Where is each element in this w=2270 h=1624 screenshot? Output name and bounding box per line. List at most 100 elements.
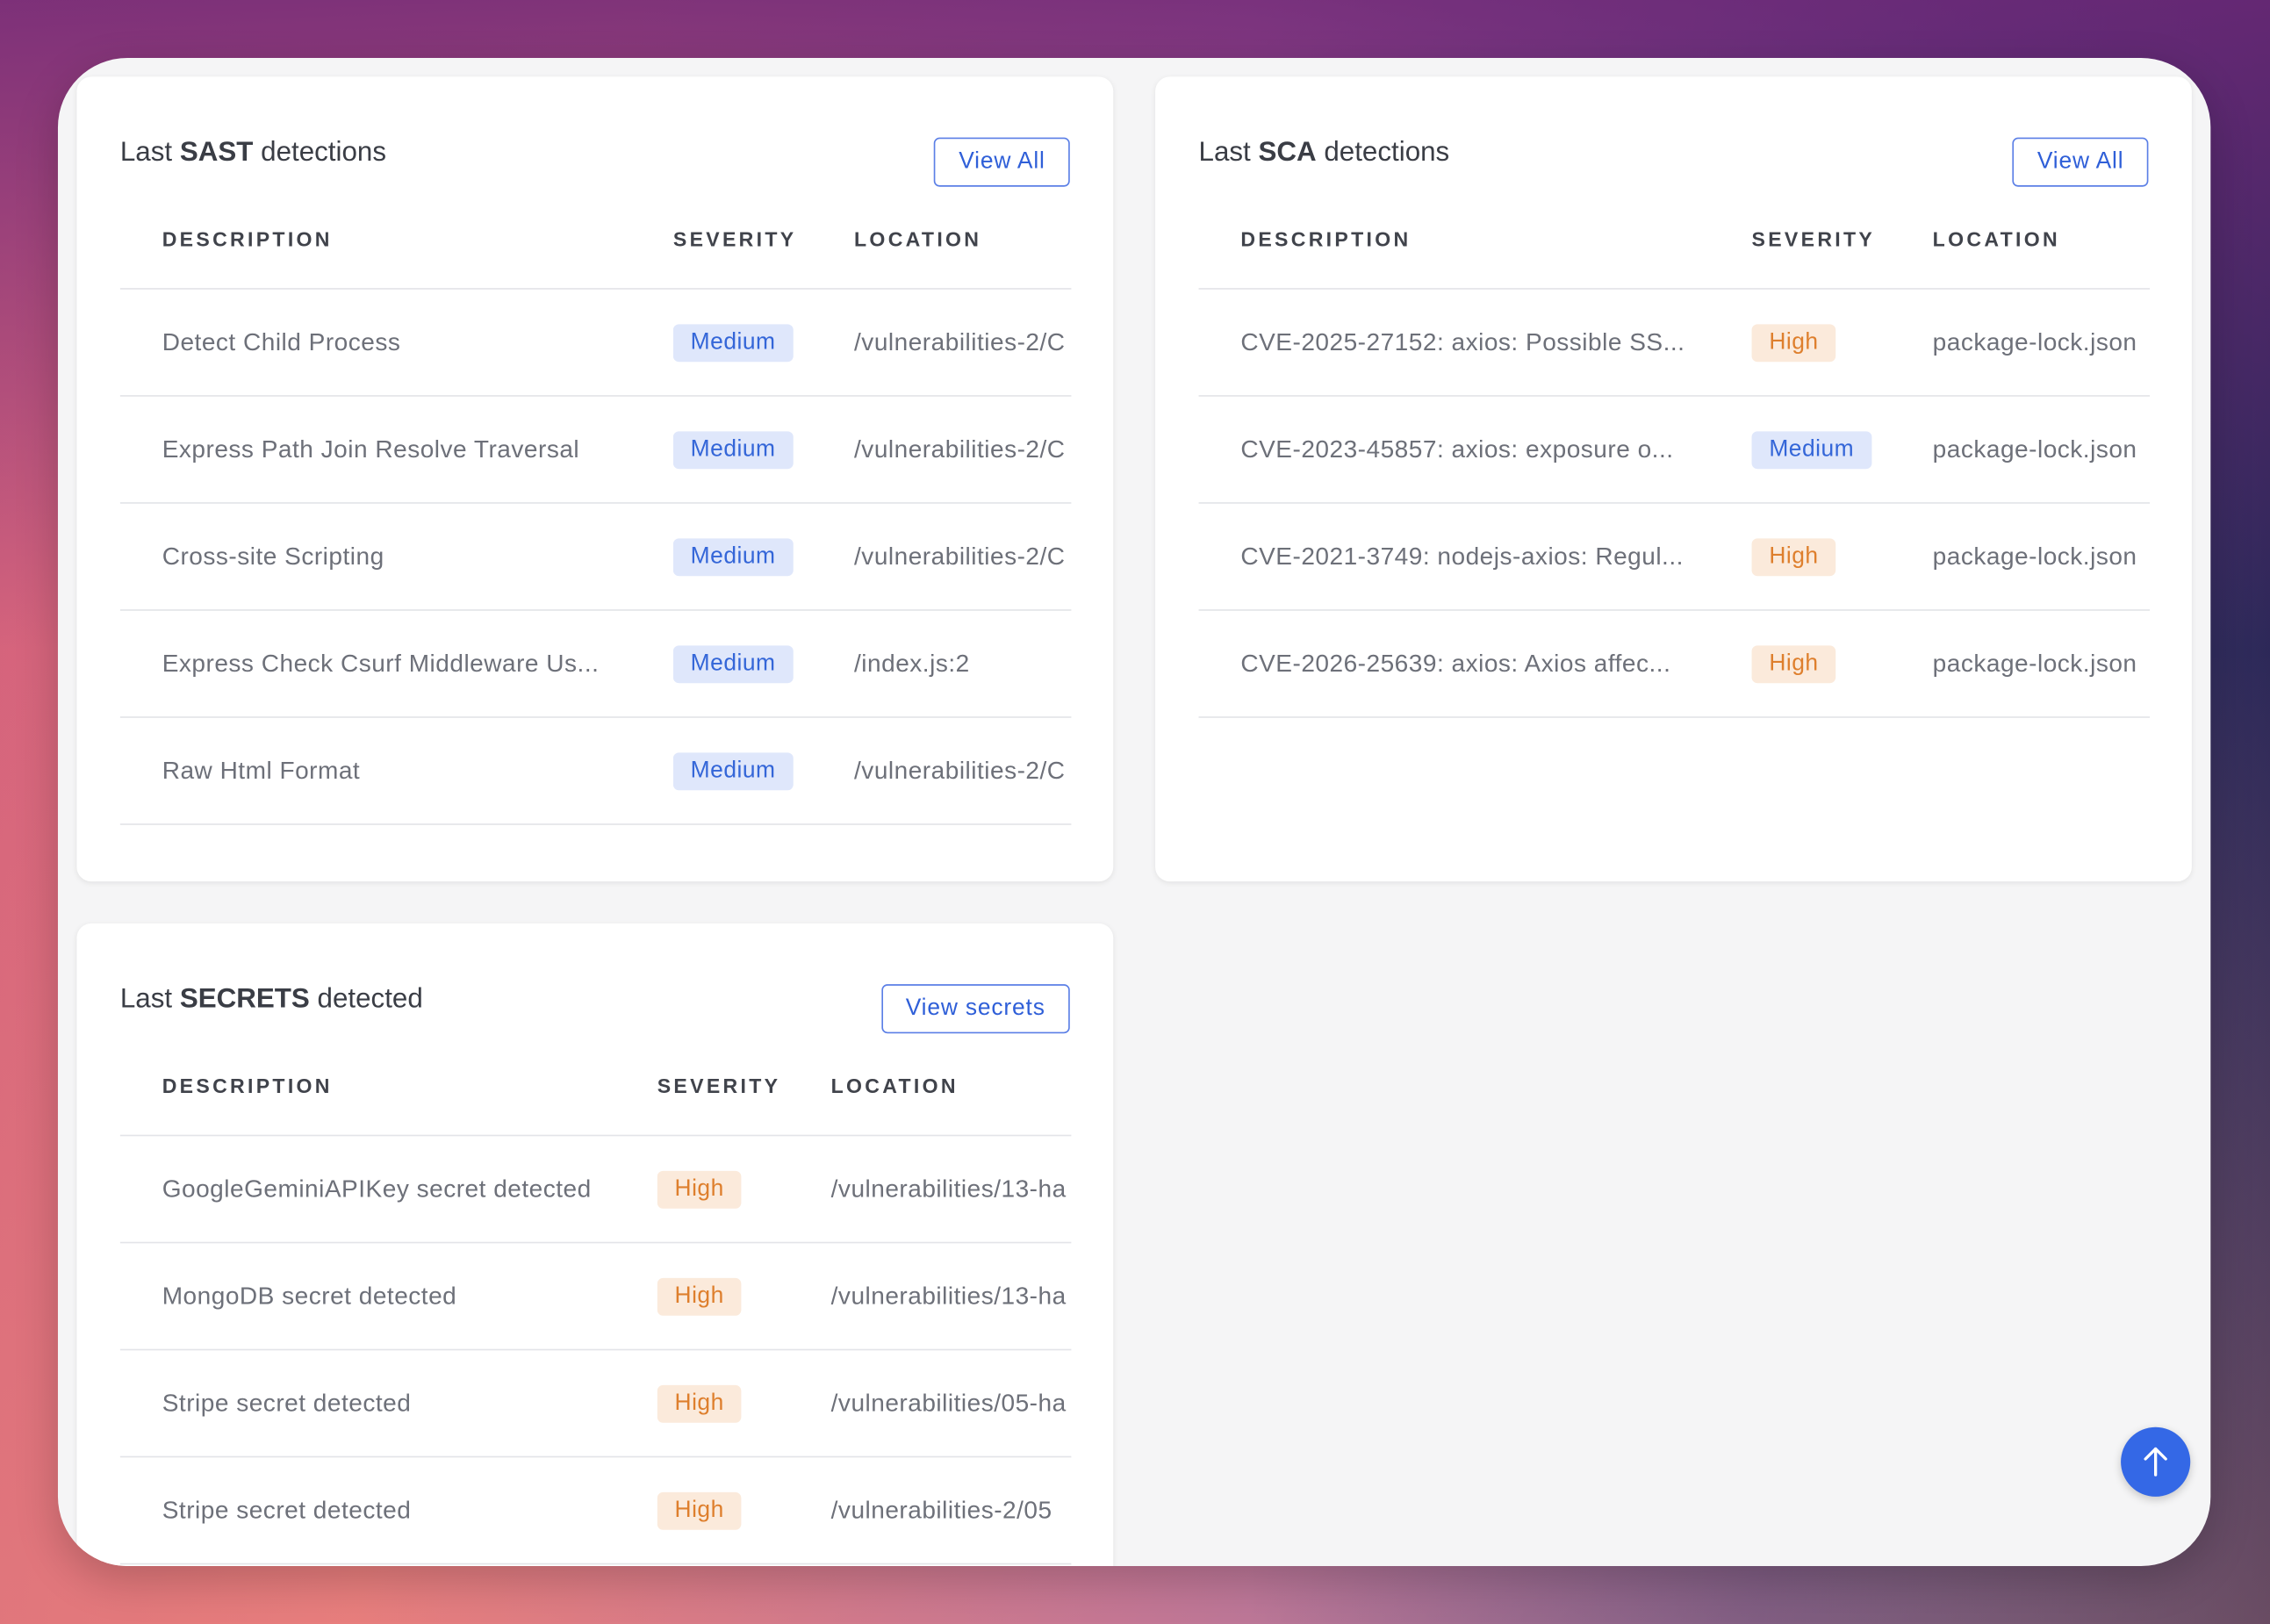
- description-cell: Raw Html Format: [162, 756, 361, 784]
- severity-badge: Medium: [672, 323, 794, 362]
- title-suffix: detections: [261, 137, 387, 169]
- table-row: CVE-2025-27152: axios: Possible SS... Hig…: [1198, 290, 2151, 397]
- severity-cell: High: [1751, 290, 1919, 395]
- table-row: Raw Html Format Medium/vulnerabilities-2/…: [119, 718, 1072, 825]
- title-suffix: detected: [317, 984, 423, 1015]
- severity-badge: Medium: [672, 751, 794, 790]
- table-row: MongoDB secret detected High/vulnerabilit…: [119, 1243, 1072, 1351]
- severity-cell: Medium: [672, 397, 840, 502]
- header-row: DESCRIPTION SEVERITY LOCATION: [1198, 216, 2151, 290]
- location-cell: /vulnerabilities/05-ha: [830, 1389, 1067, 1417]
- table-row: CVE-2023-45857: axios: exposure o... Medi…: [1198, 397, 2151, 504]
- panel: Last SAST detections View All DESCRIPTION S…: [76, 76, 1114, 882]
- column-header: SEVERITY: [672, 226, 797, 251]
- title-prefix: Last: [119, 137, 173, 169]
- title-prefix: Last: [119, 984, 173, 1015]
- severity-badge: High: [1751, 323, 1836, 362]
- panel: Last SECRETS detected View secrets DESCRIP…: [76, 923, 1114, 1567]
- column-header: LOCATION: [854, 226, 982, 251]
- column-header: DESCRIPTION: [162, 1074, 333, 1097]
- description-cell: Detect Child Process: [162, 327, 401, 356]
- location-cell: /vulnerabilities/13-ha: [830, 1175, 1067, 1203]
- location-cell: /index.js:2: [854, 649, 970, 677]
- title-prefix: Last: [1198, 137, 1251, 169]
- table-row: CVE-2021-3749: nodejs-axios: Regul... Hig…: [1198, 504, 2151, 611]
- scroll-to-top[interactable]: [2121, 1426, 2191, 1497]
- severity-cell: Medium: [672, 718, 840, 823]
- severity-cell: High: [657, 1243, 816, 1348]
- description-cell: Stripe secret detected: [162, 1389, 412, 1417]
- description-cell: MongoDB secret detected: [162, 1282, 457, 1310]
- view-button[interactable]: View All: [2012, 137, 2149, 187]
- description-cell: CVE-2026-25639: axios: Axios affec...: [1240, 649, 1671, 677]
- description-cell: CVE-2025-27152: axios: Possible SS...: [1240, 327, 1685, 356]
- table-row: Detect Child Process Medium/vulnerabiliti…: [119, 290, 1072, 397]
- column-header: LOCATION: [830, 1074, 959, 1097]
- location-cell: /vulnerabilities-2/C: [854, 327, 1066, 356]
- table-row: CVE-2026-25639: axios: Axios affec... Hig…: [1198, 611, 2151, 718]
- location-cell: /vulnerabilities-2/C: [854, 435, 1066, 463]
- column-header: LOCATION: [1932, 226, 2060, 251]
- severity-badge: Medium: [672, 644, 794, 683]
- panel-title: Last SECRETS detected: [120, 984, 423, 1016]
- severity-cell: High: [657, 1136, 816, 1241]
- severity-cell: Medium: [672, 611, 840, 716]
- arrow-up-icon: [2144, 1447, 2167, 1477]
- severity-badge: Medium: [672, 537, 794, 576]
- title-suffix: detections: [1324, 137, 1450, 169]
- description-cell: Cross-site Scripting: [162, 542, 384, 570]
- severity-badge: High: [657, 1170, 742, 1208]
- severity-cell: High: [657, 1350, 816, 1455]
- table-row: Cross-site Scripting Medium/vulnerabiliti…: [119, 504, 1072, 611]
- panel-title: Last SCA detections: [1199, 138, 1450, 169]
- severity-badge: Medium: [672, 430, 794, 469]
- location-cell: package-lock.json: [1932, 649, 2137, 677]
- app-window: Last SAST detections View All DESCRIPTION S…: [57, 57, 2211, 1567]
- severity-badge: High: [1751, 537, 1836, 576]
- location-cell: package-lock.json: [1932, 542, 2137, 570]
- location-cell: /vulnerabilities-2/05: [830, 1496, 1052, 1524]
- location-cell: /vulnerabilities-2/C: [854, 756, 1066, 784]
- severity-cell: Medium: [1751, 397, 1919, 502]
- severity-cell: High: [1751, 504, 1919, 609]
- header-row: DESCRIPTION SEVERITY LOCATION: [119, 1062, 1072, 1137]
- title-strong: SCA: [1258, 137, 1317, 169]
- description-cell: CVE-2023-45857: axios: exposure o...: [1240, 435, 1674, 463]
- table-row: Stripe secret detected High/vulnerabiliti…: [119, 1457, 1072, 1565]
- column-header: DESCRIPTION: [162, 226, 333, 251]
- location-cell: /vulnerabilities-2/C: [854, 542, 1066, 570]
- severity-badge: High: [657, 1384, 742, 1422]
- description-cell: Stripe secret detected: [162, 1496, 412, 1524]
- severity-badge: Medium: [1751, 430, 1871, 469]
- location-cell: package-lock.json: [1932, 327, 2137, 356]
- table-row: GoogleGeminiAPIKey secret detected High/v…: [119, 1136, 1072, 1244]
- table: DESCRIPTION SEVERITY LOCATION CVE-2025-2715…: [1198, 216, 2151, 718]
- column-header: DESCRIPTION: [1240, 226, 1412, 251]
- view-button[interactable]: View All: [934, 137, 1070, 187]
- table-row: Express Path Join Resolve Traversal Mediu…: [119, 397, 1072, 504]
- table: DESCRIPTION SEVERITY LOCATION GoogleGeminiA…: [119, 1062, 1072, 1565]
- description-cell: Express Check Csurf Middleware Us...: [162, 649, 600, 677]
- title-strong: SECRETS: [179, 984, 310, 1015]
- table: DESCRIPTION SEVERITY LOCATION Detect Child …: [119, 216, 1072, 825]
- panel: Last SCA detections View All DESCRIPTION SE…: [1155, 76, 2192, 882]
- severity-cell: High: [657, 1457, 816, 1563]
- severity-badge: High: [657, 1277, 742, 1315]
- severity-cell: Medium: [672, 504, 840, 609]
- description-cell: Express Path Join Resolve Traversal: [162, 435, 580, 463]
- title-strong: SAST: [179, 137, 254, 169]
- panel-title: Last SAST detections: [120, 138, 386, 169]
- location-cell: package-lock.json: [1932, 435, 2137, 463]
- description-cell: CVE-2021-3749: nodejs-axios: Regul...: [1240, 542, 1684, 570]
- severity-cell: High: [1751, 611, 1919, 716]
- column-header: SEVERITY: [1751, 226, 1876, 251]
- column-header: SEVERITY: [657, 1074, 781, 1097]
- view-button[interactable]: View secrets: [880, 984, 1070, 1034]
- table-row: Express Check Csurf Middleware Us... Medi…: [119, 611, 1072, 718]
- header-row: DESCRIPTION SEVERITY LOCATION: [119, 216, 1072, 290]
- severity-badge: High: [657, 1491, 742, 1529]
- severity-badge: High: [1751, 644, 1836, 683]
- location-cell: /vulnerabilities/13-ha: [830, 1282, 1067, 1310]
